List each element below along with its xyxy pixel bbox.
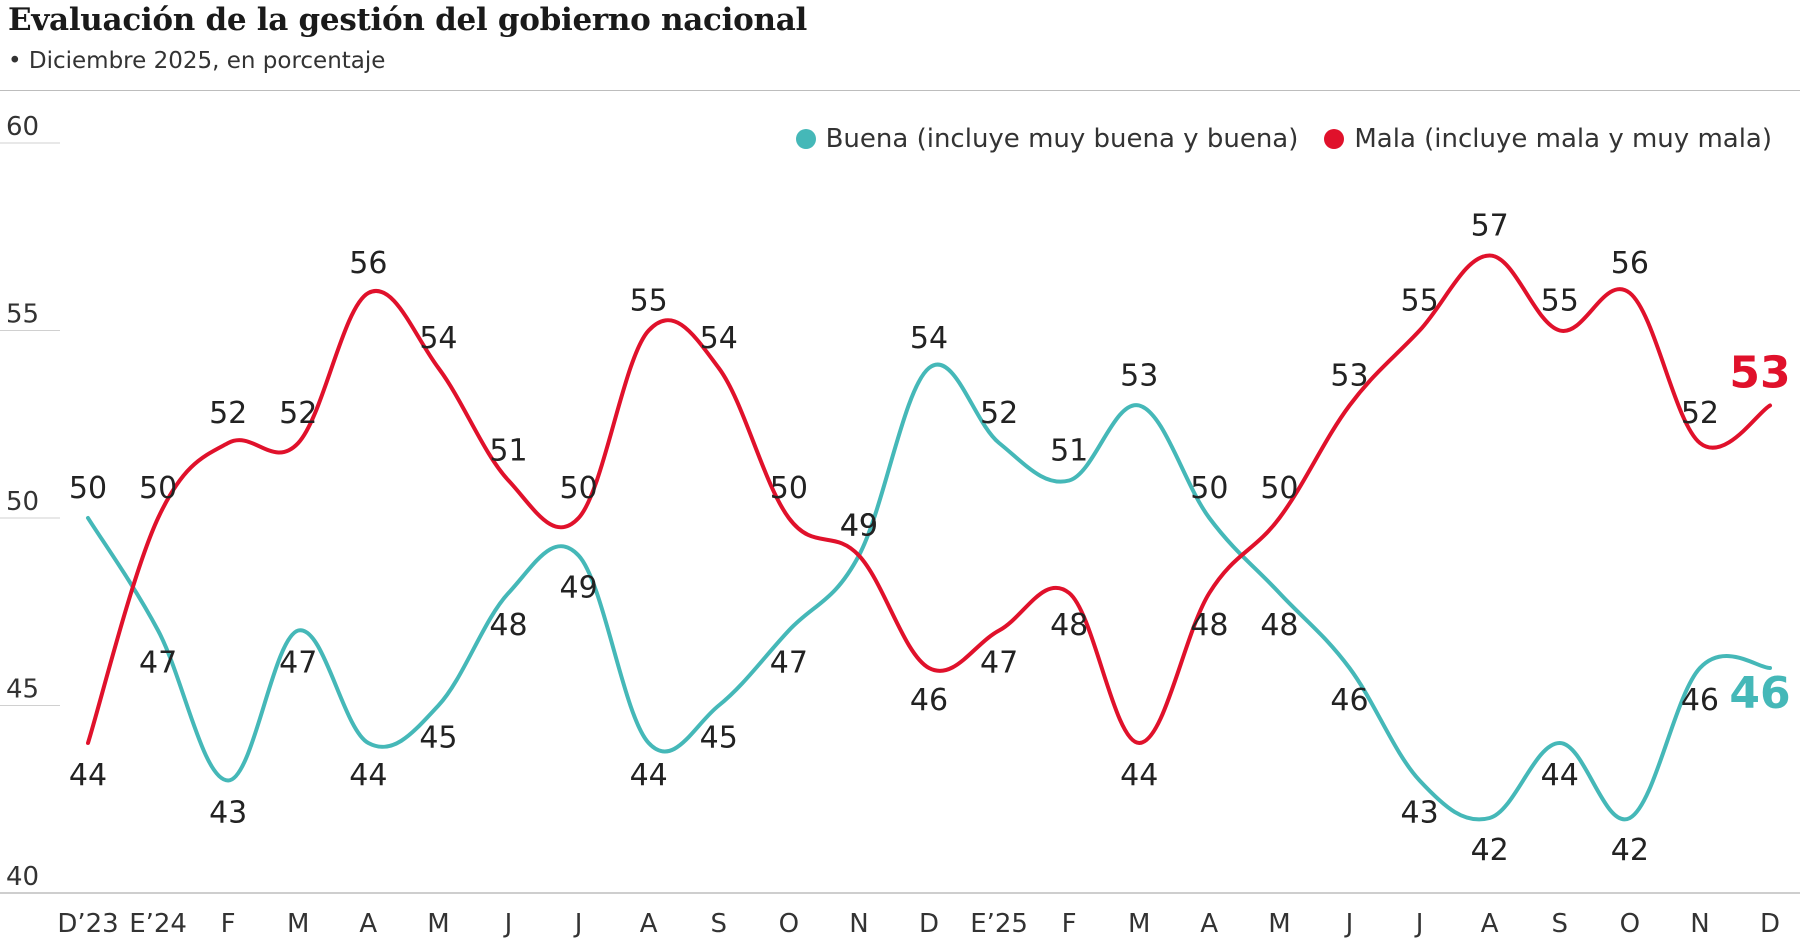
data-label-mala: 47 xyxy=(980,646,1018,681)
x-tick-label: F xyxy=(1062,909,1077,939)
x-tick-label: A xyxy=(1481,909,1499,939)
x-tick-label: A xyxy=(640,909,658,939)
legend-label-buena: Buena (incluye muy buena y buena) xyxy=(825,124,1299,154)
x-tick-label: D’23 xyxy=(57,909,118,939)
chart-title: Evaluación de la gestión del gobierno na… xyxy=(8,2,807,38)
x-tick-label: M xyxy=(1128,909,1150,939)
data-label-mala: 52 xyxy=(209,396,247,431)
data-label-mala: 50 xyxy=(770,471,808,506)
data-label-buena: 42 xyxy=(1471,833,1509,868)
data-label-mala: 55 xyxy=(630,284,668,319)
data-label-mala: 44 xyxy=(69,758,107,793)
data-label-buena: 47 xyxy=(770,646,808,681)
data-label-buena: 43 xyxy=(1400,796,1438,831)
data-label-mala: 53 xyxy=(1729,348,1790,399)
data-label-buena: 53 xyxy=(1120,359,1158,394)
y-tick-label: 50 xyxy=(6,487,39,517)
series-lines xyxy=(86,253,1772,822)
data-label-mala: 44 xyxy=(1120,758,1158,793)
data-label-mala: 48 xyxy=(1190,608,1228,643)
x-tick-label: O xyxy=(779,909,799,939)
data-label-buena: 46 xyxy=(1330,683,1368,718)
data-label-buena: 47 xyxy=(279,646,317,681)
data-label-mala: 50 xyxy=(559,471,597,506)
data-label-mala: 48 xyxy=(1050,608,1088,643)
data-label-mala: 56 xyxy=(1611,246,1649,281)
data-label-buena: 46 xyxy=(1681,683,1719,718)
x-tick-label: D xyxy=(1760,909,1780,939)
data-label-buena: 49 xyxy=(559,571,597,606)
data-label-buena: 45 xyxy=(419,721,457,756)
data-label-mala: 53 xyxy=(1330,359,1368,394)
data-label-buena: 48 xyxy=(1260,608,1298,643)
x-tick-label: N xyxy=(1690,909,1709,939)
x-tick-label: J xyxy=(1414,909,1424,939)
data-labels: 50 47 43 47 44 45 48 49 44 45 47 49 54 52 51 53 50 48 46 43… xyxy=(69,209,1791,869)
legend-label-mala: Mala (incluye mala y muy mala) xyxy=(1354,124,1772,154)
chart-subtitle: • Diciembre 2025, en porcentaje xyxy=(8,48,386,74)
data-label-buena: 44 xyxy=(630,758,668,793)
data-label-buena: 54 xyxy=(910,321,948,356)
y-tick-label: 60 xyxy=(6,112,39,142)
x-tick-label: D xyxy=(919,909,939,939)
data-label-buena: 48 xyxy=(489,608,527,643)
x-axis: D’23 E’24 F M A M J J A S O N D E’25 F M A M J J A S O N D xyxy=(0,892,1800,939)
data-label-mala: 52 xyxy=(1681,396,1719,431)
x-tick-label: J xyxy=(503,909,513,939)
legend-marker-buena xyxy=(795,129,816,149)
x-tick-label: O xyxy=(1620,909,1640,939)
data-label-mala: 54 xyxy=(419,321,457,356)
data-label-mala: 46 xyxy=(910,683,948,718)
data-label-buena: 47 xyxy=(139,646,177,681)
y-tick-label: 55 xyxy=(6,300,39,330)
data-label-buena: 46 xyxy=(1729,668,1790,719)
data-label-buena: 43 xyxy=(209,796,247,831)
x-tick-label: A xyxy=(359,909,377,939)
data-label-buena: 45 xyxy=(700,721,738,756)
data-label-buena: 52 xyxy=(980,396,1018,431)
data-label-mala: 51 xyxy=(489,434,527,469)
legend-marker-mala xyxy=(1324,129,1345,149)
series-line-buena xyxy=(86,362,1772,822)
x-tick-label: N xyxy=(849,909,868,939)
legend-item-mala: Mala (incluye mala y muy mala) xyxy=(1324,124,1772,154)
header-divider xyxy=(0,90,1800,91)
x-tick-label: A xyxy=(1200,909,1218,939)
legend-item-buena: Buena (incluye muy buena y buena) xyxy=(795,124,1299,154)
data-label-mala: 52 xyxy=(279,396,317,431)
x-tick-label: J xyxy=(573,909,583,939)
x-tick-label: E’24 xyxy=(129,909,187,939)
data-label-mala: 49 xyxy=(840,509,878,544)
data-label-buena: 44 xyxy=(1541,758,1579,793)
x-tick-label: S xyxy=(1551,909,1568,939)
x-tick-label: E’25 xyxy=(970,909,1028,939)
x-tick-label: F xyxy=(221,909,236,939)
x-tick-label: M xyxy=(1268,909,1290,939)
x-tick-label: M xyxy=(427,909,449,939)
data-label-mala: 55 xyxy=(1400,284,1438,319)
data-label-buena: 51 xyxy=(1050,434,1088,469)
series-line-mala xyxy=(86,253,1772,745)
legend: Buena (incluye muy buena y buena) Mala (… xyxy=(770,124,1772,154)
data-label-buena: 49 xyxy=(840,509,878,544)
data-label-mala: 56 xyxy=(349,246,387,281)
data-label-mala: 50 xyxy=(139,471,177,506)
data-label-mala: 54 xyxy=(700,321,738,356)
data-label-buena: 42 xyxy=(1611,833,1649,868)
x-tick-label: M xyxy=(287,909,309,939)
data-label-buena: 50 xyxy=(1190,471,1228,506)
x-tick-label: J xyxy=(1344,909,1354,939)
data-label-buena: 44 xyxy=(349,758,387,793)
y-tick-label: 40 xyxy=(6,862,39,892)
x-tick-label: S xyxy=(710,909,727,939)
y-tick-label: 45 xyxy=(6,675,39,705)
data-label-mala: 50 xyxy=(1260,471,1298,506)
data-label-mala: 57 xyxy=(1471,209,1509,244)
data-label-buena: 50 xyxy=(69,471,107,506)
y-axis: 40 45 50 55 60 xyxy=(0,112,60,892)
data-label-mala: 55 xyxy=(1541,284,1579,319)
